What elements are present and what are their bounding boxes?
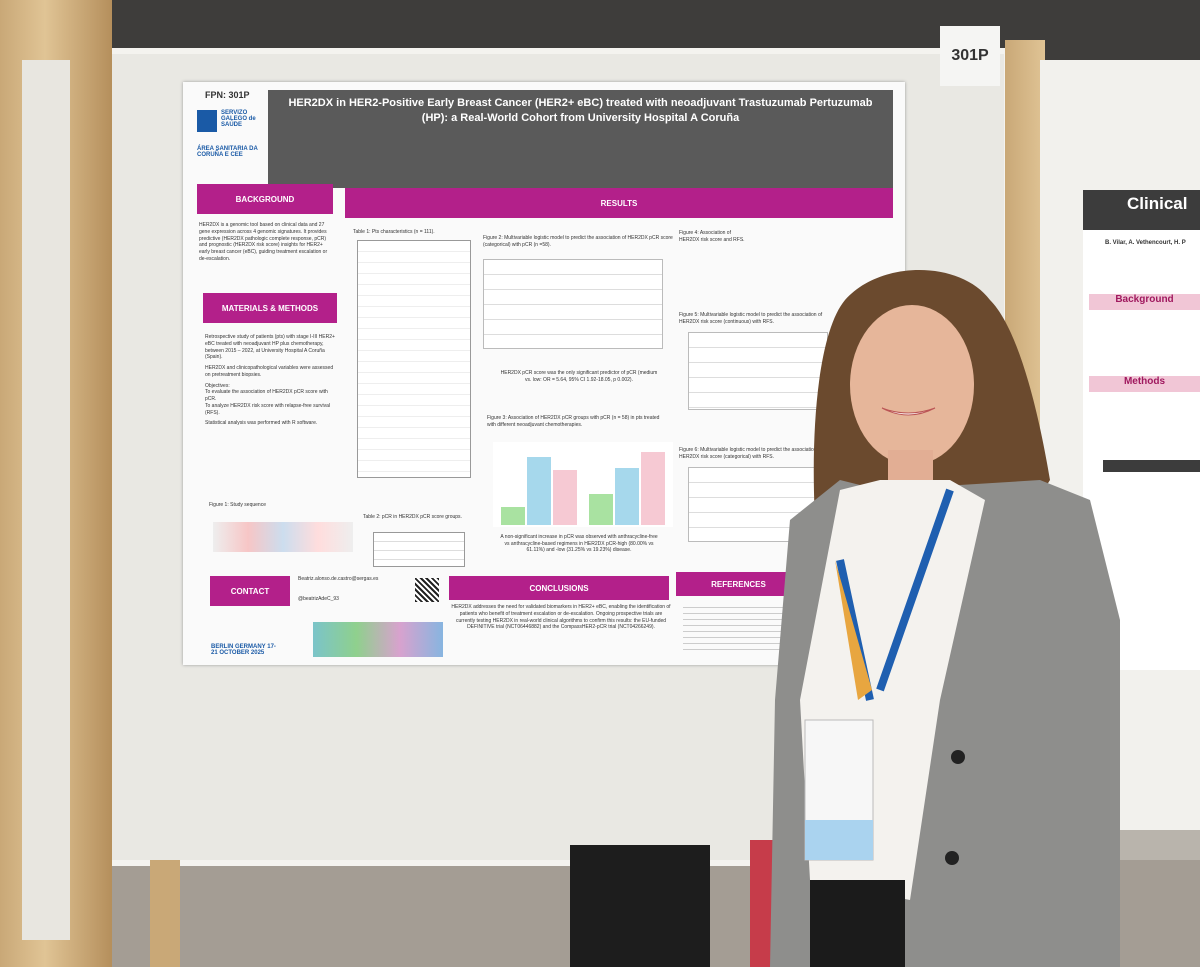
logo-name: SERVIZO GALEGO de SAÚDE <box>221 110 256 128</box>
forest-plot <box>483 259 663 349</box>
right-section: Methods <box>1089 376 1200 392</box>
logo-area: ÁREA SANITARIA DA CORUÑA E CEE <box>197 146 258 158</box>
poster: FPN: 301P SERVIZO GALEGO de SAÚDE ÁREA S… <box>183 82 905 665</box>
table-caption: Table 2: pCR in HER2DX pCR score groups. <box>363 514 462 520</box>
method-item: Objectives: <box>205 382 230 389</box>
lanyard-color <box>835 560 872 700</box>
method-item: Statistical analysis was performed with … <box>205 420 318 427</box>
figure-bar <box>641 452 665 525</box>
references-text <box>683 602 783 652</box>
logo-icon <box>197 110 217 132</box>
figure-caption: Figure 5: Multivariable logistic model t… <box>679 312 823 325</box>
trousers <box>810 880 905 967</box>
method-item: Retrospective study of patients (pts) wi… <box>205 334 335 361</box>
study-sequence <box>213 522 353 552</box>
right-section: Background <box>1089 294 1200 310</box>
methods-list: Retrospective study of patients (pts) wi… <box>205 334 340 484</box>
table <box>373 532 465 567</box>
table <box>357 240 471 478</box>
poster-id: FPN: 301P <box>205 90 250 100</box>
table-caption: Table 1: Pts characteristics (n = 111). <box>353 229 435 235</box>
button <box>945 851 959 865</box>
board-edge-left <box>22 60 70 940</box>
figure-text: HER2DX pCR score was the only significan… <box>500 370 658 383</box>
wood-leg <box>150 860 180 967</box>
forest-plot <box>688 332 828 410</box>
background-text: HER2DX is a genomic tool based on clinic… <box>199 222 328 262</box>
background-person <box>570 845 710 967</box>
figure-caption: Figure 3: Association of HER2DX pCR grou… <box>487 415 660 428</box>
method-item: HER2DX and clinicopathological variables… <box>205 365 334 378</box>
board-label: 301P <box>940 26 1000 86</box>
bar-figure <box>493 442 673 527</box>
section-header: RESULTS <box>345 188 893 218</box>
figure-bar <box>501 507 525 525</box>
qr-code <box>415 578 439 602</box>
figure-caption: Figure 4: Association of HER2DX risk sco… <box>679 230 745 243</box>
section-header: BACKGROUND <box>197 184 333 214</box>
right-table-header <box>1103 460 1200 472</box>
figure-text: A non-significant increase in pCR was ob… <box>500 534 658 553</box>
figure-bar <box>553 470 577 525</box>
figure-caption: Figure 2: Multivariable logistic model t… <box>483 235 673 248</box>
section-header: CONCLUSIONS <box>449 576 669 600</box>
figure-bar <box>527 457 551 525</box>
right-poster-title: Clinical <box>1083 190 1200 230</box>
contact-email: Beatriz.alonso.de.castro@sergas.es <box>298 576 379 582</box>
contact-handle: @beatrizAdeC_93 <box>298 596 339 602</box>
figure-bar <box>615 468 639 525</box>
figure-bar <box>589 494 613 525</box>
right-poster-authors: B. Vilar, A. Vethencourt, H. P <box>1105 240 1186 246</box>
poster-title: HER2DX in HER2-Positive Early Breast Can… <box>268 90 893 188</box>
section-header: REFERENCES <box>676 572 801 596</box>
button <box>951 750 965 764</box>
section-header: CONTACT <box>210 576 290 606</box>
smile <box>881 407 936 416</box>
figure-caption: Figure 1: Study sequence <box>209 502 266 508</box>
section-header: MATERIALS & METHODS <box>203 293 337 323</box>
face <box>850 305 974 465</box>
figure-caption: Figure 6: Multivariable logistic model t… <box>679 447 823 460</box>
badge-stripe <box>805 820 873 860</box>
conclusions-text: HER2DX addresses the need for validated … <box>451 604 671 631</box>
method-item: To evaluate the association of HER2DX pC… <box>205 389 328 402</box>
skyline-graphic <box>313 622 443 657</box>
method-item: To analyze HER2DX risk score with relaps… <box>205 402 331 416</box>
event: BERLIN GERMANY 17-21 OCTOBER 2025 <box>211 644 276 656</box>
